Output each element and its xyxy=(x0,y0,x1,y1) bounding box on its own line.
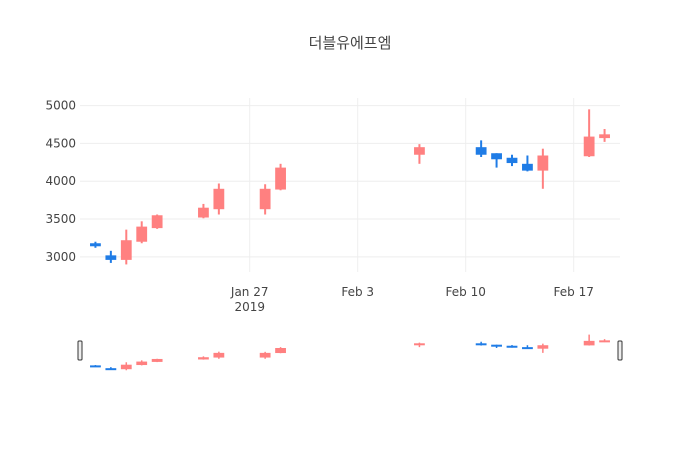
candle-body xyxy=(537,155,549,171)
y-tick-label: 3500 xyxy=(45,212,76,226)
candle[interactable] xyxy=(475,140,487,158)
candle[interactable] xyxy=(105,250,117,263)
range-slider[interactable] xyxy=(77,332,623,372)
candle-body xyxy=(599,134,610,139)
mini-candle xyxy=(506,345,518,348)
mini-candle xyxy=(198,356,209,360)
candle[interactable] xyxy=(414,144,425,164)
x-tick-label: Feb 3 xyxy=(341,285,374,299)
candle[interactable] xyxy=(151,214,163,229)
y-tick-label: 5000 xyxy=(45,99,76,113)
mini-candle-body xyxy=(90,365,101,368)
x-tick-label: Feb 17 xyxy=(554,285,594,299)
candle[interactable] xyxy=(491,153,502,168)
candle-body xyxy=(491,153,502,160)
candle[interactable] xyxy=(275,163,286,191)
mini-candle xyxy=(120,362,132,371)
candle[interactable] xyxy=(120,229,132,265)
candle-body xyxy=(522,163,533,171)
candle[interactable] xyxy=(599,129,610,142)
mini-candle xyxy=(522,345,533,350)
mini-candle xyxy=(259,351,271,359)
mini-candle xyxy=(475,341,487,346)
mini-candle xyxy=(90,365,101,368)
candle-body xyxy=(275,167,286,190)
candle[interactable] xyxy=(90,241,101,248)
range-slider-right-handle[interactable] xyxy=(617,340,623,361)
candle-body xyxy=(475,147,487,155)
range-slider-bg[interactable] xyxy=(80,332,620,372)
candle[interactable] xyxy=(198,203,209,219)
mini-candle xyxy=(213,351,225,359)
mini-candle xyxy=(491,344,502,348)
mini-candle xyxy=(583,334,595,346)
mini-candle-body xyxy=(120,364,132,370)
y-tick-label: 4000 xyxy=(45,174,76,188)
mini-candle-body xyxy=(491,344,502,347)
candle-body xyxy=(105,255,117,260)
mini-candle-body xyxy=(198,357,209,360)
candle[interactable] xyxy=(583,109,595,158)
mini-candle xyxy=(136,360,148,366)
x-tick-label: Feb 10 xyxy=(446,285,486,299)
x-tick-sublabel: 2019 xyxy=(234,300,265,314)
mini-candle xyxy=(151,358,163,363)
candle-body xyxy=(120,240,132,260)
y-tick-label: 4500 xyxy=(45,136,76,150)
mini-candle xyxy=(414,342,425,348)
candle[interactable] xyxy=(522,155,533,172)
mini-candle-body xyxy=(105,368,117,371)
mini-candle-body xyxy=(537,345,549,349)
candle[interactable] xyxy=(259,184,271,215)
candle-body xyxy=(213,188,225,210)
candle-body xyxy=(259,188,271,210)
mini-candle-body xyxy=(414,343,425,346)
mini-candle-body xyxy=(599,340,610,343)
mini-candle-body xyxy=(475,343,487,346)
mini-candle-body xyxy=(213,352,225,358)
mini-candle-body xyxy=(506,345,518,348)
mini-candle-body xyxy=(583,340,595,346)
candle[interactable] xyxy=(506,154,518,167)
candle[interactable] xyxy=(213,183,225,215)
candle-body xyxy=(90,243,101,247)
mini-candle-body xyxy=(136,361,148,366)
mini-candle-body xyxy=(275,348,286,354)
mini-candle xyxy=(275,347,286,354)
mini-candle xyxy=(537,343,549,353)
mini-candle xyxy=(105,367,117,371)
candle-body xyxy=(583,136,595,157)
candle[interactable] xyxy=(537,148,549,189)
mini-candle-body xyxy=(151,358,163,362)
chart-title: 더블유에프엠 xyxy=(309,34,392,52)
y-tick-label: 3000 xyxy=(45,250,76,264)
candles[interactable] xyxy=(90,109,610,265)
candle-body xyxy=(198,207,209,218)
candle-body xyxy=(414,147,425,155)
candle-body xyxy=(136,226,148,242)
candle[interactable] xyxy=(136,221,148,244)
candle-body xyxy=(151,215,163,229)
mini-candle xyxy=(599,339,610,343)
mini-candle-body xyxy=(522,347,533,350)
range-slider-left-handle[interactable] xyxy=(77,340,83,361)
candle-body xyxy=(506,157,518,164)
grid xyxy=(80,98,620,272)
mini-candle-body xyxy=(259,352,271,358)
x-tick-label: Jan 27 xyxy=(230,285,269,299)
